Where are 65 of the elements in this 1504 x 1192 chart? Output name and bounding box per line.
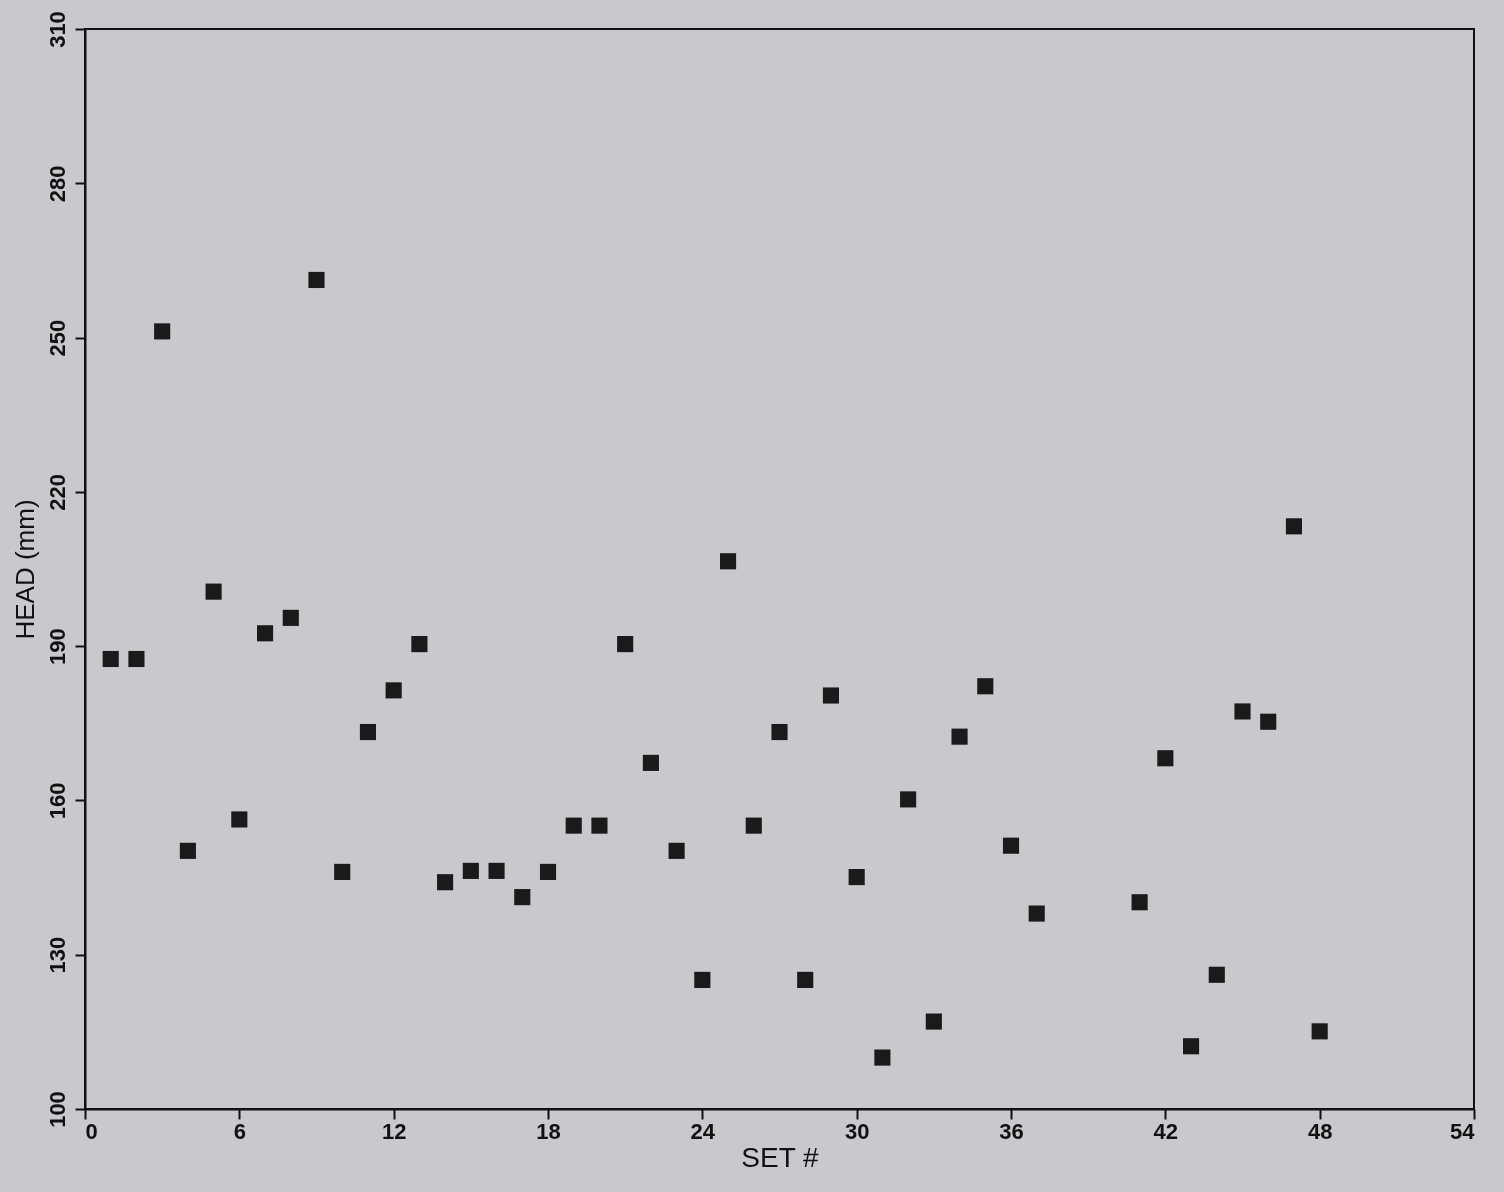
point (694, 971, 711, 988)
point (179, 842, 196, 859)
point (462, 862, 479, 879)
point (1182, 1038, 1200, 1055)
x-tick-label: 6 (233, 1118, 246, 1144)
point (411, 636, 428, 653)
y-tick-label: 130 (44, 936, 70, 974)
point (900, 791, 917, 808)
point (437, 874, 454, 891)
point (308, 271, 325, 289)
point (565, 817, 582, 834)
point (488, 862, 505, 879)
point (334, 863, 351, 880)
point (1285, 518, 1303, 535)
point (1311, 1023, 1328, 1040)
x-tick-label: 54 (1450, 1118, 1476, 1144)
point (848, 869, 865, 886)
point (256, 625, 274, 642)
point (1260, 713, 1277, 730)
point (205, 583, 222, 600)
point (1028, 905, 1045, 922)
point (977, 678, 994, 695)
point (385, 682, 402, 699)
point (797, 971, 814, 988)
point (591, 817, 608, 834)
point (1234, 703, 1251, 720)
y-tick-label: 160 (44, 782, 70, 820)
point (719, 553, 737, 570)
x-tick-label: 36 (999, 1118, 1024, 1144)
point (874, 1049, 891, 1066)
point (359, 723, 377, 741)
y-tick-label: 250 (44, 319, 70, 357)
x-tick-label: 12 (381, 1118, 407, 1144)
point (771, 723, 788, 741)
y-tick-label: 220 (44, 474, 70, 511)
point (668, 842, 685, 859)
y-tick-label: 190 (44, 628, 70, 665)
point (128, 650, 145, 668)
x-tick-label: 42 (1153, 1118, 1179, 1144)
point (102, 650, 119, 668)
point (539, 863, 557, 880)
point (1131, 894, 1148, 911)
y-tick-label: 280 (44, 165, 70, 203)
point (514, 889, 531, 906)
point (951, 728, 968, 745)
x-tick-label: 0 (85, 1118, 98, 1144)
point (822, 687, 840, 704)
point (617, 636, 634, 653)
point (642, 754, 659, 771)
point (1208, 966, 1225, 983)
x-tick-label: 24 (690, 1118, 716, 1144)
point (1002, 837, 1020, 854)
y-tick-label: 310 (44, 11, 70, 48)
x-tick-label: 48 (1307, 1118, 1333, 1144)
x-axis-title: SET # (741, 1141, 820, 1173)
y-tick-label: 100 (44, 1091, 70, 1128)
point (1157, 750, 1174, 767)
point (925, 1013, 942, 1030)
point (282, 609, 299, 626)
x-tick-label: 18 (536, 1118, 561, 1144)
y-axis-title: HEAD (mm) (9, 499, 40, 640)
x-tick-label: 30 (844, 1118, 870, 1144)
point (745, 817, 762, 834)
point (231, 811, 248, 828)
point (154, 323, 171, 340)
